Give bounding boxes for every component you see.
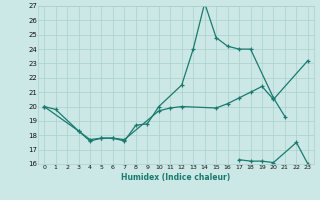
X-axis label: Humidex (Indice chaleur): Humidex (Indice chaleur) <box>121 173 231 182</box>
